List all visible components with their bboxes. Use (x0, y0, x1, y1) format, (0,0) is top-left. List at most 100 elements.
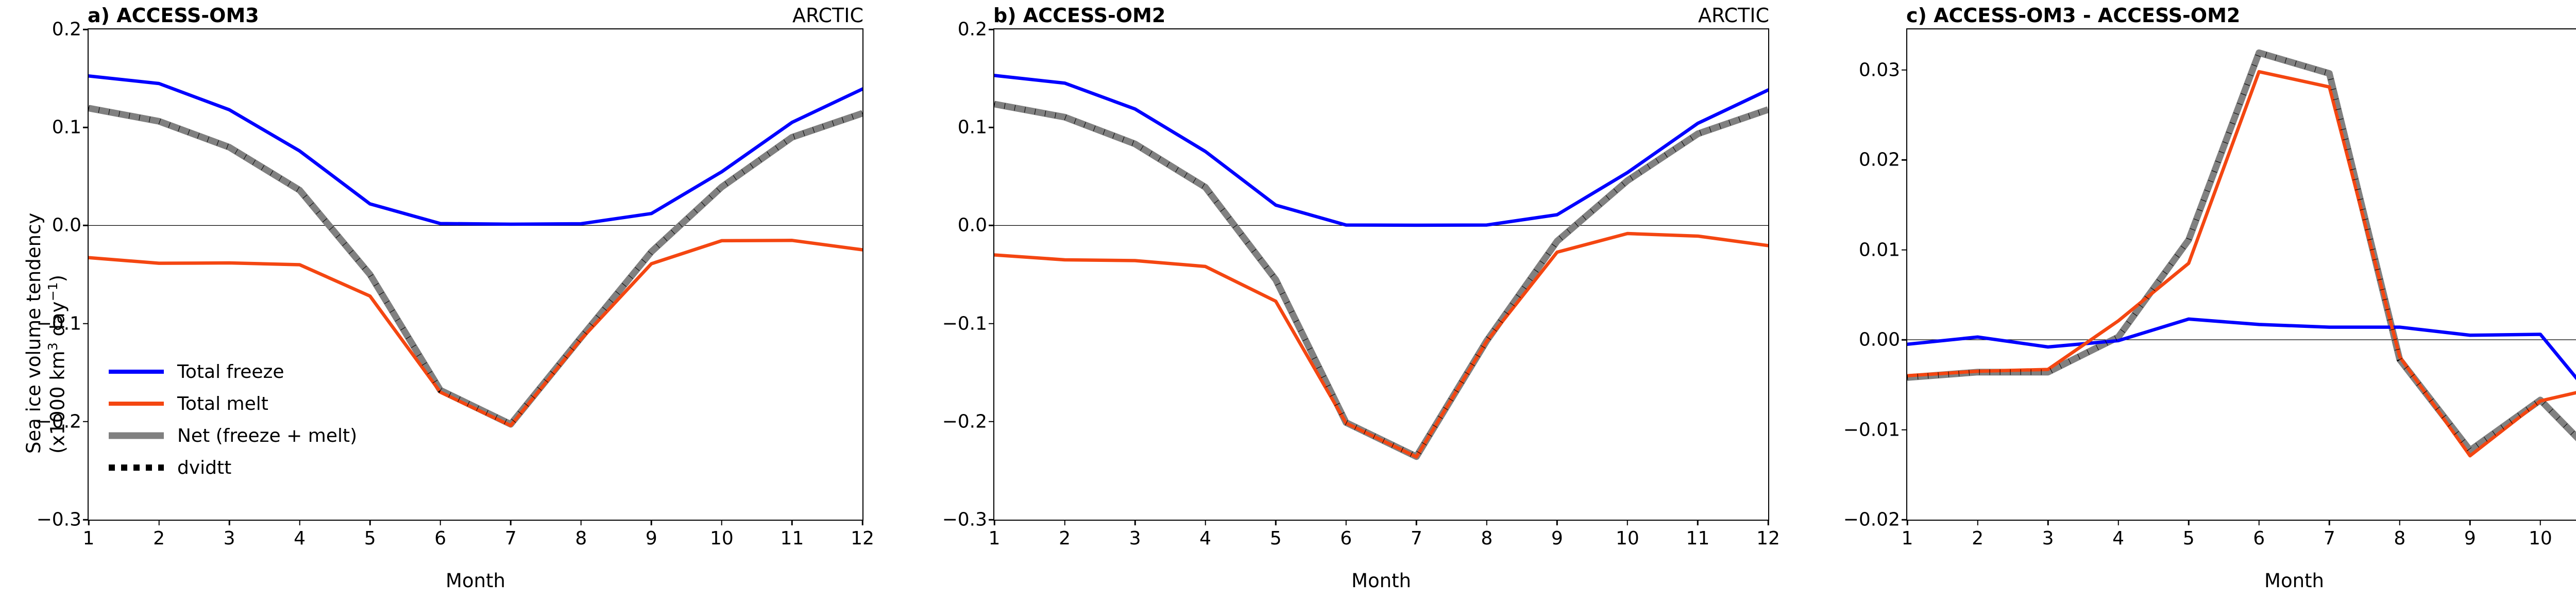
y-tick-mark (1902, 519, 1907, 521)
y-tick-label: 0.2 (957, 19, 987, 40)
x-tick-label: 8 (575, 528, 587, 549)
x-tick-label: 10 (2529, 528, 2552, 549)
x-tick-mark (1205, 520, 1206, 525)
panel-c-x-axis-label: Month (2264, 570, 2324, 592)
y-tick-mark (1902, 249, 1907, 251)
x-tick-mark (439, 520, 441, 525)
y-tick-label: −0.02 (1843, 509, 1900, 530)
y-tick-mark (1902, 429, 1907, 430)
legend-swatch-net (109, 425, 164, 446)
x-tick-label: 7 (2323, 528, 2335, 549)
x-tick-label: 5 (2182, 528, 2195, 549)
x-tick-mark (1064, 520, 1065, 525)
series-line-total-freeze (1907, 319, 2576, 435)
y-tick-mark (989, 519, 994, 521)
panel-a-plot-area: 0.2 0.1 0.0 −0.1 −0.2 −0.3 1 2 3 4 5 6 7 8 9 10 11 12 (37, 19, 874, 550)
x-tick-label: 10 (710, 528, 734, 549)
x-tick-mark (2117, 520, 2119, 525)
x-tick-label: 9 (645, 528, 657, 549)
x-tick-mark (88, 520, 90, 525)
y-tick-mark (83, 225, 89, 226)
series-line-dvidtt (994, 104, 1768, 457)
x-tick-label: 11 (1686, 528, 1710, 549)
panel-c-title: c) ACCESS-OM3 - ACCESS-OM2 (1906, 4, 2241, 27)
x-tick-mark (158, 520, 160, 525)
x-tick-label: 3 (223, 528, 235, 549)
y-tick-mark (83, 28, 89, 30)
y-tick-mark (83, 323, 89, 324)
panel-c: c) ACCESS-OM3 - ACCESS-OM2 ARCTIC 0.030.… (1843, 0, 2576, 614)
panel-b-lines (994, 29, 1768, 520)
panel-a-lines (89, 29, 862, 520)
y-tick-label: −0.3 (36, 509, 81, 530)
x-tick-mark (791, 520, 793, 525)
y-tick-mark (989, 225, 994, 226)
x-tick-mark (228, 520, 230, 525)
legend-swatch-total-melt (109, 393, 164, 414)
x-tick-label: 5 (1269, 528, 1282, 549)
x-tick-mark (1486, 520, 1488, 525)
x-tick-mark (299, 520, 300, 525)
x-tick-label: 6 (2253, 528, 2265, 549)
x-tick-mark (1977, 520, 1978, 525)
y-tick-label: 0.03 (1858, 59, 1900, 81)
y-tick-label: 0.01 (1858, 239, 1900, 260)
series-line-net-freeze-melt (1907, 53, 2576, 477)
y-tick-label: 0.1 (52, 117, 81, 138)
x-tick-label: 6 (434, 528, 447, 549)
x-tick-mark (651, 520, 652, 525)
panel-b: b) ACCESS-OM2 ARCTIC 0.2 0.1 0.0 −0.1 −0.2 −0… (942, 0, 1780, 614)
x-tick-mark (2258, 520, 2260, 525)
y-tick-label: 0.0 (957, 214, 987, 236)
panel-c-plot-area: 0.030.020.010.00−0.01−0.0212345678910111… (1843, 28, 2576, 549)
x-tick-label: 10 (1616, 528, 1639, 549)
x-tick-label: 9 (1551, 528, 1563, 549)
y-tick-label: 0.0 (52, 214, 81, 236)
x-tick-label: 1 (1901, 528, 1913, 549)
x-tick-mark (1416, 520, 1417, 525)
y-tick-label: −0.01 (1843, 419, 1900, 440)
panel-a: a) ACCESS-OM3 ARCTIC 0.2 0.1 0.0 −0.1 −0.2 −0… (37, 0, 874, 614)
y-tick-mark (83, 421, 89, 423)
x-tick-label: 8 (1481, 528, 1493, 549)
x-tick-mark (993, 520, 995, 525)
x-tick-label: 3 (1129, 528, 1141, 549)
panel-b-title: b) ACCESS-OM2 (993, 4, 1166, 27)
panel-b-x-axis-label: Month (1351, 570, 1411, 592)
x-tick-label: 9 (2464, 528, 2476, 549)
y-tick-label: 0.00 (1858, 329, 1900, 351)
legend-swatch-dvidtt (109, 457, 164, 478)
x-tick-label: 3 (2042, 528, 2054, 549)
x-tick-label: 7 (1410, 528, 1422, 549)
x-tick-label: 2 (1059, 528, 1071, 549)
y-tick-label: −0.2 (36, 411, 81, 433)
x-tick-label: 12 (851, 528, 874, 549)
legend: Total freeze Total melt Net (freeze + me… (109, 356, 438, 484)
x-tick-mark (1626, 520, 1629, 525)
x-tick-mark (861, 520, 863, 525)
x-tick-mark (1556, 520, 1558, 525)
x-tick-mark (1134, 520, 1136, 525)
x-tick-mark (1275, 520, 1277, 525)
y-tick-label: 0.2 (52, 19, 81, 40)
y-tick-label: 0.1 (957, 117, 987, 138)
x-tick-mark (2188, 520, 2190, 525)
y-tick-mark (1902, 159, 1907, 161)
x-tick-label: 2 (153, 528, 165, 549)
legend-label-dvidtt: dvidtt (177, 457, 232, 478)
series-line-total-melt (1907, 72, 2576, 456)
y-tick-mark (989, 28, 994, 30)
x-tick-mark (1906, 520, 1908, 525)
x-tick-label: 7 (504, 528, 517, 549)
x-tick-mark (369, 520, 371, 525)
panel-c-lines (1907, 29, 2576, 520)
x-tick-label: 4 (1199, 528, 1212, 549)
x-tick-mark (1697, 520, 1699, 525)
panel-b-region-annotation: ARCTIC (1698, 4, 1769, 27)
x-tick-label: 4 (2112, 528, 2125, 549)
x-tick-mark (2469, 520, 2471, 525)
y-tick-mark (989, 421, 994, 423)
legend-label-total-freeze: Total freeze (177, 361, 284, 383)
legend-item-net: Net (freeze + melt) (109, 420, 438, 452)
